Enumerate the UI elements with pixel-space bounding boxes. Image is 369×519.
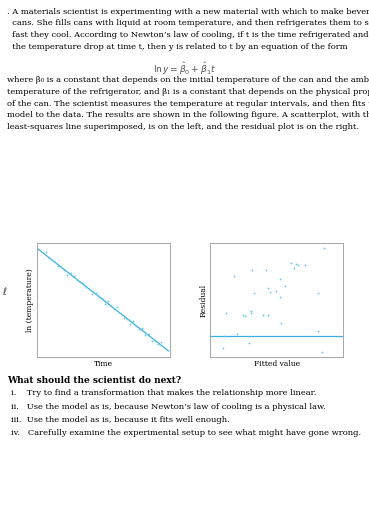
Text: iv.   Carefully examine the experimental setup to see what might have gone wrong: iv. Carefully examine the experimental s…: [11, 429, 361, 438]
Point: [145, 330, 151, 338]
Point: [294, 261, 300, 269]
Point: [251, 289, 257, 297]
Point: [99, 294, 105, 302]
Point: [46, 254, 52, 263]
Text: $\ln y = \hat{\beta}_0 + \hat{\beta}_1 t$: $\ln y = \hat{\beta}_0 + \hat{\beta}_1 t…: [153, 61, 216, 77]
Point: [74, 276, 80, 284]
Point: [86, 285, 92, 294]
Point: [320, 348, 325, 357]
X-axis label: Time: Time: [94, 360, 113, 368]
Point: [61, 266, 67, 274]
Point: [114, 303, 120, 311]
Point: [93, 289, 99, 297]
Point: [55, 262, 61, 270]
Point: [58, 263, 64, 271]
Text: model to the data. The results are shown in the following figure. A scatterplot,: model to the data. The results are shown…: [7, 112, 369, 119]
Point: [221, 332, 227, 340]
Point: [96, 292, 101, 300]
Point: [139, 324, 145, 332]
Text: fast they cool. According to Newton’s law of cooling, if t is the time refrigera: fast they cool. According to Newton’s la…: [7, 31, 369, 39]
Point: [282, 281, 288, 290]
Point: [265, 311, 271, 319]
Point: [303, 261, 308, 269]
Text: . A materials scientist is experimenting with a new material with which to make : . A materials scientist is experimenting…: [7, 8, 369, 16]
Point: [80, 279, 86, 288]
Point: [111, 305, 117, 313]
Point: [223, 309, 229, 318]
Point: [121, 314, 127, 322]
Point: [142, 331, 148, 339]
Point: [136, 324, 142, 333]
Text: i.    Try to find a transformation that makes the relationship more linear.: i. Try to find a transformation that mak…: [11, 389, 317, 397]
Point: [267, 288, 273, 296]
Point: [273, 287, 279, 295]
Point: [124, 315, 130, 323]
Text: the temperature drop at time t, then y is related to t by an equation of the for: the temperature drop at time t, then y i…: [7, 43, 348, 51]
Text: iii.  Use the model as is, because it fits well enough.: iii. Use the model as is, because it fit…: [11, 416, 230, 424]
Point: [277, 292, 283, 301]
Point: [65, 271, 70, 279]
Point: [117, 309, 123, 317]
Y-axis label: Residual: Residual: [200, 283, 207, 317]
Point: [105, 296, 111, 305]
Point: [158, 338, 164, 346]
Point: [291, 264, 297, 272]
Text: ii.   Use the model as is, because Newton’s law of cooling is a physical law.: ii. Use the model as is, because Newton’…: [11, 403, 326, 411]
Text: cans. She fills cans with liquid at room temperature, and then refrigerates them: cans. She fills cans with liquid at room…: [7, 19, 369, 28]
Point: [235, 330, 241, 338]
Point: [127, 320, 133, 329]
Text: What should the scientist do next?: What should the scientist do next?: [7, 376, 182, 385]
Text: least-squares line superimposed, is on the left, and the residual plot is on the: least-squares line superimposed, is on t…: [7, 123, 359, 131]
Point: [288, 259, 294, 267]
Point: [293, 261, 299, 269]
Point: [315, 289, 321, 297]
Point: [240, 310, 246, 319]
Point: [248, 309, 254, 317]
Point: [248, 307, 254, 316]
Point: [265, 284, 271, 292]
Point: [108, 302, 114, 310]
Point: [231, 272, 237, 281]
Point: [321, 243, 327, 252]
Point: [43, 248, 49, 256]
Point: [249, 266, 255, 275]
Point: [220, 344, 226, 352]
Point: [49, 256, 55, 264]
Point: [77, 278, 83, 286]
Point: [102, 299, 108, 308]
Text: of the can. The scientist measures the temperature at regular intervals, and the: of the can. The scientist measures the t…: [7, 100, 369, 108]
Point: [246, 338, 252, 347]
Point: [152, 336, 158, 345]
Point: [260, 311, 266, 320]
Point: [242, 312, 248, 320]
Point: [315, 327, 321, 335]
Text: temperature of the refrigerator, and β₁ is a constant that depends on the physic: temperature of the refrigerator, and β₁ …: [7, 88, 369, 96]
Point: [155, 340, 161, 348]
Point: [149, 336, 155, 345]
Point: [130, 317, 136, 325]
Point: [89, 290, 95, 298]
Point: [263, 266, 269, 274]
Text: $\ell$: $\ell$: [2, 284, 7, 297]
X-axis label: Fitted value: Fitted value: [254, 360, 300, 368]
Point: [277, 275, 283, 283]
Point: [133, 322, 139, 330]
Point: [71, 272, 77, 280]
Point: [52, 257, 58, 266]
Text: where β₀ is a constant that depends on the initial temperature of the can and th: where β₀ is a constant that depends on t…: [7, 76, 369, 85]
Point: [68, 269, 73, 277]
Point: [83, 283, 89, 291]
Y-axis label: ln (temperature): ln (temperature): [26, 268, 34, 332]
Point: [278, 319, 284, 327]
